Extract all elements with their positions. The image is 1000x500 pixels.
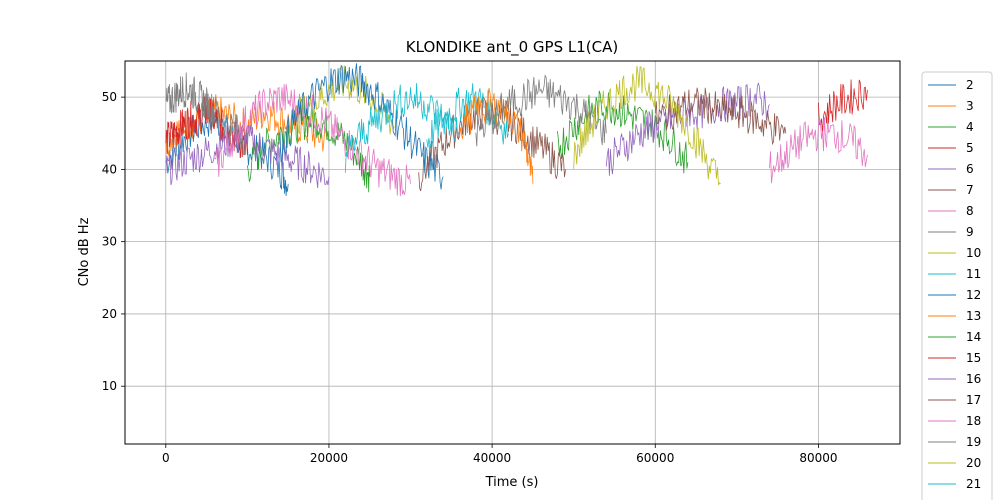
legend-label-15: 15	[966, 351, 981, 365]
series-line-6	[165, 124, 330, 189]
y-tick-label: 40	[102, 162, 117, 176]
x-axis-label: Time (s)	[485, 475, 539, 490]
legend-label-3: 3	[966, 99, 974, 113]
legend-label-10: 10	[966, 246, 981, 260]
series-line-4	[247, 102, 371, 193]
legend-label-4: 4	[966, 120, 974, 134]
axis-ticks: 0 20000 40000 60000 80000 10 20 30 40 50	[102, 90, 838, 465]
y-tick-label: 20	[102, 307, 117, 321]
plot-frame	[124, 60, 901, 445]
x-tick-label: 80000	[799, 451, 837, 465]
series-line-13	[459, 87, 534, 184]
series-line-10	[296, 65, 395, 135]
series-line-15	[818, 79, 868, 134]
legend-label-18: 18	[966, 414, 981, 428]
y-tick-label: 10	[102, 379, 117, 393]
legend-label-17: 17	[966, 393, 981, 407]
series-line-9	[165, 72, 248, 156]
legend: 2 3 4 5 6 7 8 9 10 11 12 13 14 15 16 17 18 19 20 21	[921, 71, 993, 500]
legend-label-19: 19	[966, 435, 981, 449]
series-line-12	[279, 63, 444, 190]
legend-label-6: 6	[966, 162, 974, 176]
legend-label-2: 2	[966, 78, 974, 92]
legend-label-11: 11	[966, 267, 981, 281]
chart-title: KLONDIKE ant_0 GPS L1(CA)	[406, 38, 618, 57]
x-tick-label: 0	[162, 451, 170, 465]
legend-label-16: 16	[966, 372, 981, 386]
legend-label-21: 21	[966, 477, 981, 491]
series-line-21	[344, 83, 460, 173]
series-line-2	[165, 105, 289, 197]
legend-label-5: 5	[966, 141, 974, 155]
series-line-19	[475, 74, 607, 147]
x-tick-label: 60000	[636, 451, 674, 465]
x-tick-label: 40000	[473, 451, 511, 465]
legend-label-7: 7	[966, 183, 974, 197]
legend-label-8: 8	[966, 204, 974, 218]
series-line-20	[573, 65, 721, 186]
legend-label-13: 13	[966, 309, 981, 323]
series-lines	[165, 63, 868, 197]
legend-label-9: 9	[966, 225, 974, 239]
y-tick-label: 50	[102, 90, 117, 104]
y-tick-label: 30	[102, 235, 117, 249]
series-line-18	[769, 116, 868, 184]
series-line-14	[557, 90, 689, 174]
legend-label-20: 20	[966, 456, 981, 470]
legend-label-14: 14	[966, 330, 981, 344]
legend-label-12: 12	[966, 288, 981, 302]
series-line-8	[214, 84, 411, 197]
y-axis-label: CNo dB Hz	[77, 217, 92, 286]
x-tick-label: 20000	[310, 451, 348, 465]
legend-box	[921, 71, 993, 500]
